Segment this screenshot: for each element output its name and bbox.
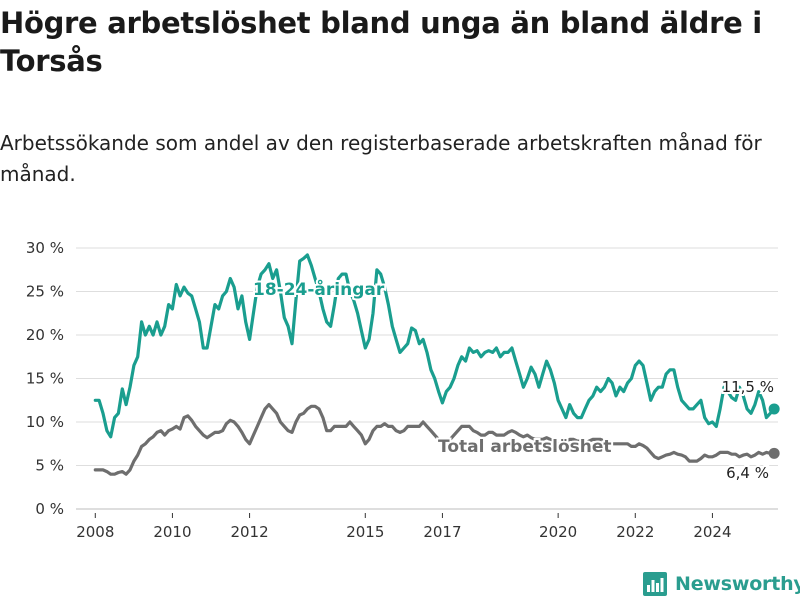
series-lines (93, 253, 780, 476)
bar-chart-logo-icon (643, 572, 667, 596)
x-tick-label: 2017 (423, 523, 461, 541)
x-tick-label: 2015 (346, 523, 384, 541)
series-line (93, 253, 776, 439)
y-tick-label: 0 % (35, 500, 64, 518)
x-tick-label: 2020 (539, 523, 577, 541)
brand-name: Newsworthy (675, 573, 800, 595)
x-tick-label: 2024 (693, 523, 731, 541)
chart-subtitle: Arbetssökande som andel av den registerb… (0, 131, 762, 186)
end-value-total: 6,4 % (726, 464, 769, 482)
x-tick-label: 2022 (616, 523, 654, 541)
y-tick-label: 15 % (26, 370, 64, 388)
end-value-youth: 11,5 % (722, 378, 774, 396)
series-line (93, 403, 776, 476)
y-tick-label: 20 % (26, 326, 64, 344)
series-label-youth: 18-24-åringar (253, 278, 385, 300)
y-axis: 0 % 5 % 10 % 15 % 20 % 25 % 30 % (26, 239, 64, 518)
x-axis: 2008 2010 2012 2015 2017 2020 2022 2024 (76, 513, 732, 541)
x-tick-label: 2010 (153, 523, 191, 541)
grid-lines (76, 247, 778, 510)
x-tick-label: 2012 (230, 523, 268, 541)
series-label-total: Total arbetslöshet (438, 437, 612, 457)
y-tick-label: 25 % (26, 283, 64, 301)
y-tick-label: 30 % (26, 239, 64, 257)
chart-title: Högre arbetslöshet bland unga än bland ä… (0, 6, 762, 78)
y-tick-label: 10 % (26, 413, 64, 431)
end-point-marker (768, 403, 780, 415)
y-tick-label: 5 % (35, 457, 64, 475)
end-point-marker (768, 447, 780, 459)
x-tick-label: 2008 (76, 523, 114, 541)
brand-logo[interactable]: Newsworthy (643, 569, 800, 599)
series-labels: 18-24-åringar Total arbetslöshet 11,5 % 6,4… (251, 276, 776, 484)
